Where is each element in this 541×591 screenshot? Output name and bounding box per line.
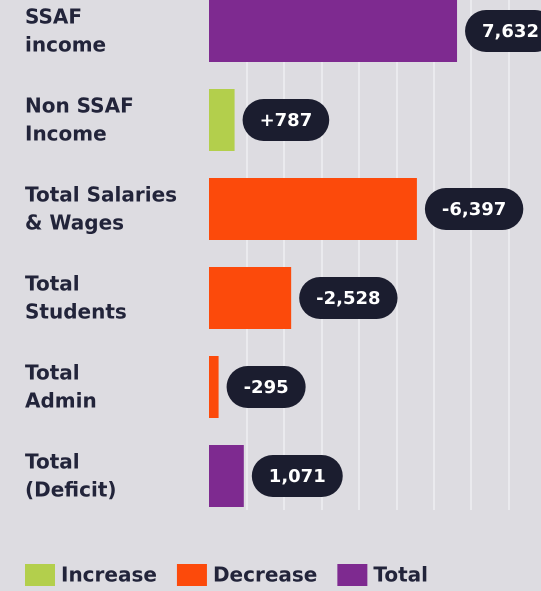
- category-label: & Wages: [25, 211, 124, 235]
- legend-swatch: [176, 564, 207, 586]
- category-label: Total: [25, 272, 80, 296]
- value-label: -6,397: [442, 199, 506, 220]
- value-label: -2,528: [316, 288, 380, 309]
- value-label: 1,071: [269, 466, 326, 487]
- bar: [209, 267, 292, 329]
- value-pill: [465, 10, 541, 52]
- category-label: Non SSAF: [25, 94, 134, 118]
- value-label: +787: [260, 110, 313, 131]
- bar: [209, 356, 219, 418]
- bar: [209, 89, 235, 151]
- value-label: -295: [244, 377, 289, 398]
- bar: [209, 445, 244, 507]
- value-pill: [251, 455, 343, 497]
- category-label: Students: [25, 300, 127, 324]
- value-pill: [226, 366, 306, 408]
- category-label: Total Salaries: [25, 183, 177, 207]
- legend-label: Decrease: [213, 563, 317, 587]
- category-label: Total: [25, 361, 80, 385]
- category-label: Total: [25, 450, 80, 474]
- bar: [209, 0, 458, 62]
- value-pill: [242, 99, 330, 141]
- value-pill: [424, 188, 524, 230]
- legend-swatch: [25, 564, 55, 586]
- legend-swatch: [337, 564, 368, 586]
- legend-label: Increase: [61, 563, 157, 587]
- category-label: income: [25, 33, 106, 57]
- value-label: 7,632: [482, 21, 539, 42]
- legend-label: Total: [373, 563, 428, 587]
- value-pill: [299, 277, 398, 319]
- category-label: (Deficit): [25, 478, 117, 502]
- grid: [246, 0, 510, 510]
- category-label: Income: [25, 122, 107, 146]
- bar: [209, 178, 417, 240]
- category-label: Admin: [25, 389, 97, 413]
- category-label: SSAF: [25, 5, 82, 29]
